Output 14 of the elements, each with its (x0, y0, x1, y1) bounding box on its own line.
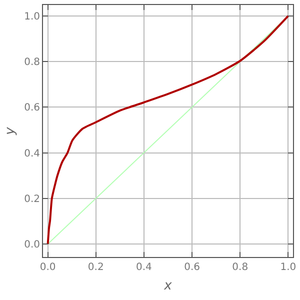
y-tick-label: 1.0 (24, 11, 40, 22)
x-tick-label: 1.0 (280, 262, 296, 273)
x-tick-label: 0.6 (184, 262, 200, 273)
x-tick-label: 0.8 (232, 262, 248, 273)
y-axis-title: y (3, 126, 18, 136)
y-tick-label: 0.2 (24, 194, 40, 205)
x-axis-title: x (163, 278, 172, 294)
x-tick-label: 0.4 (136, 262, 152, 273)
y-tick-label: 0.4 (24, 148, 40, 160)
y-tick-label: 0.8 (24, 57, 40, 68)
y-tick-label: 0.6 (24, 102, 40, 114)
x-tick-label: 0.0 (40, 262, 56, 273)
y-tick-label: 0.0 (24, 240, 40, 250)
x-tick-label: 0.2 (88, 262, 104, 273)
